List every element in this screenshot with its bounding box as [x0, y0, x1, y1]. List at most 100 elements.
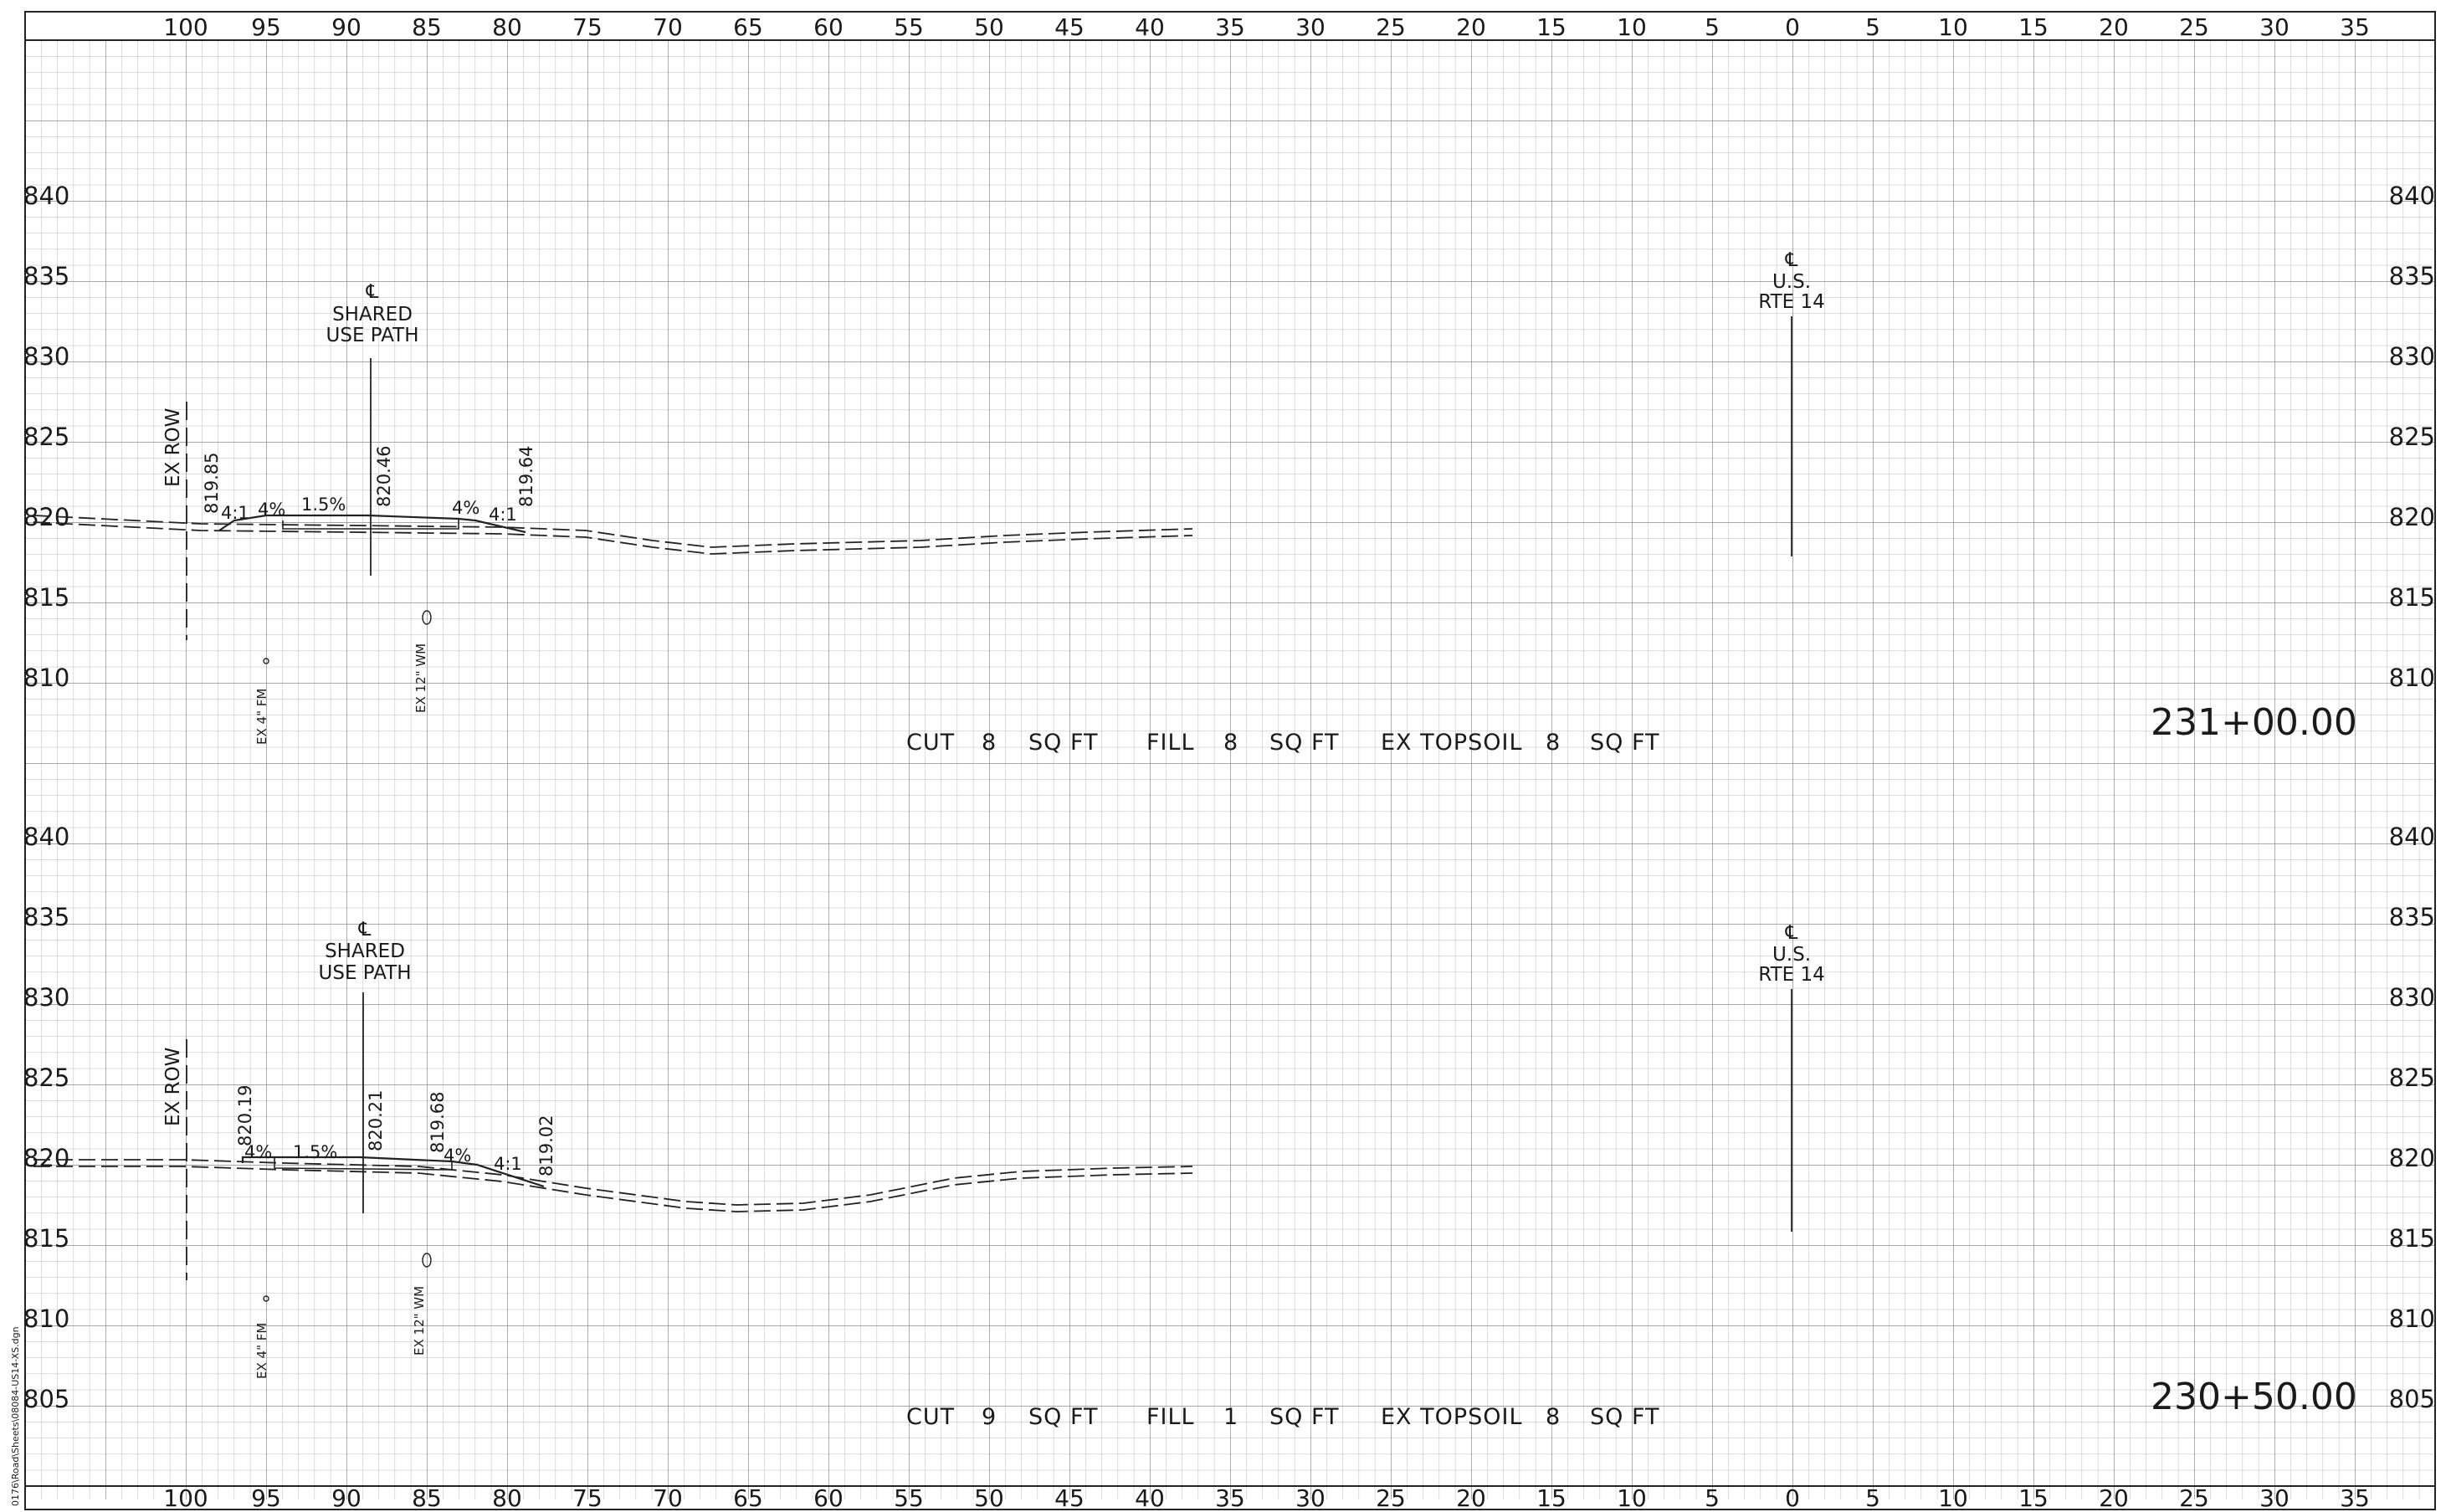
- fill-label: FILL: [1146, 1404, 1195, 1430]
- scale-tick-label: 30: [2259, 1484, 2290, 1512]
- path-cl-symbol: ℄: [366, 281, 379, 303]
- existing-ground-line-lower: [33, 521, 1193, 555]
- elevation-axis-label: 815: [23, 1224, 69, 1253]
- top-offset-scale: 100 95 90 85 80 75 70 65 60 55 50 45 40 35 30 25 20 15 10 5…: [163, 13, 2370, 41]
- scale-tick-label: 25: [2179, 13, 2209, 41]
- cut-value: 8: [982, 730, 997, 756]
- scale-tick-label: 65: [733, 13, 763, 41]
- scale-tick-label: 15: [2018, 13, 2049, 41]
- scale-tick-label: 20: [2099, 13, 2129, 41]
- elevation-axis-label: 825: [2389, 1064, 2435, 1092]
- water-main-icon: [422, 610, 432, 625]
- scale-tick-label: 25: [1376, 1484, 1406, 1512]
- scale-tick-label: 15: [1536, 13, 1567, 41]
- route-cl-line-2: RTE 14: [1758, 964, 1824, 986]
- ex-row-label: EX ROW: [162, 408, 184, 487]
- elevation-axis-label: 835: [23, 262, 69, 290]
- elevation-axis-label: 840: [23, 823, 69, 851]
- scale-tick-label: 60: [813, 1484, 844, 1512]
- cut-unit: SQ FT: [1028, 1404, 1099, 1430]
- elevation-label: 819.85: [202, 453, 222, 514]
- scale-tick-label: 0: [1785, 1484, 1800, 1512]
- elevation-label: 819.68: [428, 1092, 448, 1153]
- elevation-axis-label: 840: [2389, 823, 2435, 851]
- scale-tick-label: 20: [1456, 1484, 1486, 1512]
- topsoil-label: EX TOPSOIL: [1381, 1404, 1523, 1430]
- elevation-axis-label: 815: [2389, 583, 2435, 612]
- scale-tick-label: 50: [974, 1484, 1004, 1512]
- scale-tick-label: 35: [1215, 1484, 1245, 1512]
- elevation-axis-label: 835: [23, 903, 69, 931]
- elevation-axis-label: 835: [2389, 262, 2435, 290]
- scale-tick-label: 45: [1054, 1484, 1085, 1512]
- route-cl-line-1: U.S.: [1772, 944, 1811, 966]
- utility-label-fm: EX 4" FM: [254, 1323, 269, 1379]
- scale-tick-label: 90: [331, 1484, 362, 1512]
- scale-tick-label: 5: [1865, 1484, 1880, 1512]
- elevation-axis-label: 810: [23, 664, 69, 692]
- bottom-offset-scale: 100 95 90 85 80 75 70 65 60 55 50 45 40 35 30 25 20 15 10 5…: [163, 1484, 2370, 1512]
- station-label: 231+00.00: [2151, 701, 2357, 744]
- ex-row-label: EX ROW: [162, 1048, 184, 1126]
- scale-tick-label: 10: [1938, 13, 1968, 41]
- elevation-label: 820.21: [366, 1090, 386, 1151]
- elevation-labels: 840 840 835 835 830 830 825 825 820 820 815 815 810 8…: [23, 182, 2435, 1413]
- topsoil-unit: SQ FT: [1590, 1404, 1660, 1430]
- scale-tick-label: 100: [163, 1484, 208, 1512]
- path-cl-line-2: USE PATH: [326, 325, 419, 346]
- scale-tick-label: 25: [1376, 13, 1406, 41]
- elevation-label: 820.46: [374, 446, 394, 507]
- scale-tick-label: 90: [331, 13, 362, 41]
- slope-label: 4:1: [494, 1154, 522, 1174]
- path-cl-line-1: SHARED: [325, 941, 405, 962]
- scale-tick-label: 15: [2018, 1484, 2049, 1512]
- elevation-label: 819.02: [536, 1115, 556, 1176]
- scale-tick-label: 70: [653, 13, 683, 41]
- slope-label: 4%: [258, 500, 285, 520]
- elevation-axis-label: 840: [2389, 182, 2435, 210]
- path-cl-line-2: USE PATH: [319, 962, 412, 984]
- cut-label: CUT: [906, 730, 955, 756]
- elevation-axis-label: 825: [23, 1064, 69, 1092]
- scale-tick-label: 45: [1054, 13, 1085, 41]
- elevation-label: 819.64: [516, 446, 536, 507]
- scale-tick-label: 40: [1135, 1484, 1165, 1512]
- elevation-axis-label: 825: [23, 423, 69, 451]
- route-cl-line-1: U.S.: [1772, 271, 1811, 293]
- elevation-axis-label: 815: [23, 583, 69, 612]
- scale-tick-label: 100: [163, 13, 208, 41]
- elevation-axis-label: 835: [2389, 903, 2435, 931]
- cut-value: 9: [982, 1404, 997, 1430]
- scale-tick-label: 0: [1785, 13, 1800, 41]
- scale-tick-label: 5: [1705, 1484, 1720, 1512]
- scale-tick-label: 15: [1536, 1484, 1567, 1512]
- elevation-axis-label: 825: [2389, 423, 2435, 451]
- scale-tick-label: 30: [1295, 1484, 1326, 1512]
- elevation-axis-label: 830: [2389, 983, 2435, 1012]
- scale-tick-label: 65: [733, 1484, 763, 1512]
- scale-tick-label: 25: [2179, 1484, 2209, 1512]
- scale-tick-label: 85: [412, 13, 442, 41]
- scale-tick-label: 75: [572, 13, 603, 41]
- elevation-axis-label: 805: [2389, 1385, 2435, 1413]
- cut-unit: SQ FT: [1028, 730, 1099, 756]
- scale-tick-label: 50: [974, 13, 1004, 41]
- cut-label: CUT: [906, 1404, 955, 1430]
- path-cl-line-1: SHARED: [332, 304, 413, 325]
- scale-tick-label: 60: [813, 13, 844, 41]
- proposed-path-surface: [218, 514, 526, 534]
- proposed-path-surface: [241, 1156, 545, 1188]
- existing-ground-line: [33, 1159, 1193, 1206]
- scale-tick-label: 10: [1617, 13, 1647, 41]
- scale-tick-label: 10: [1938, 1484, 1968, 1512]
- topsoil-value: 8: [1546, 730, 1561, 756]
- section-230-50: EX ROW ℄ SHARED USE PATH ℄ U.S. RTE 14 8…: [33, 919, 2357, 1430]
- elevation-axis-label: 830: [23, 342, 69, 371]
- elevation-label: 820.19: [235, 1085, 255, 1146]
- elevation-axis-label: 820: [23, 1144, 69, 1172]
- slope-label: 4:1: [221, 503, 249, 523]
- elevation-axis-label: 810: [2389, 664, 2435, 692]
- slope-label: 4%: [444, 1146, 471, 1166]
- scale-tick-label: 85: [412, 1484, 442, 1512]
